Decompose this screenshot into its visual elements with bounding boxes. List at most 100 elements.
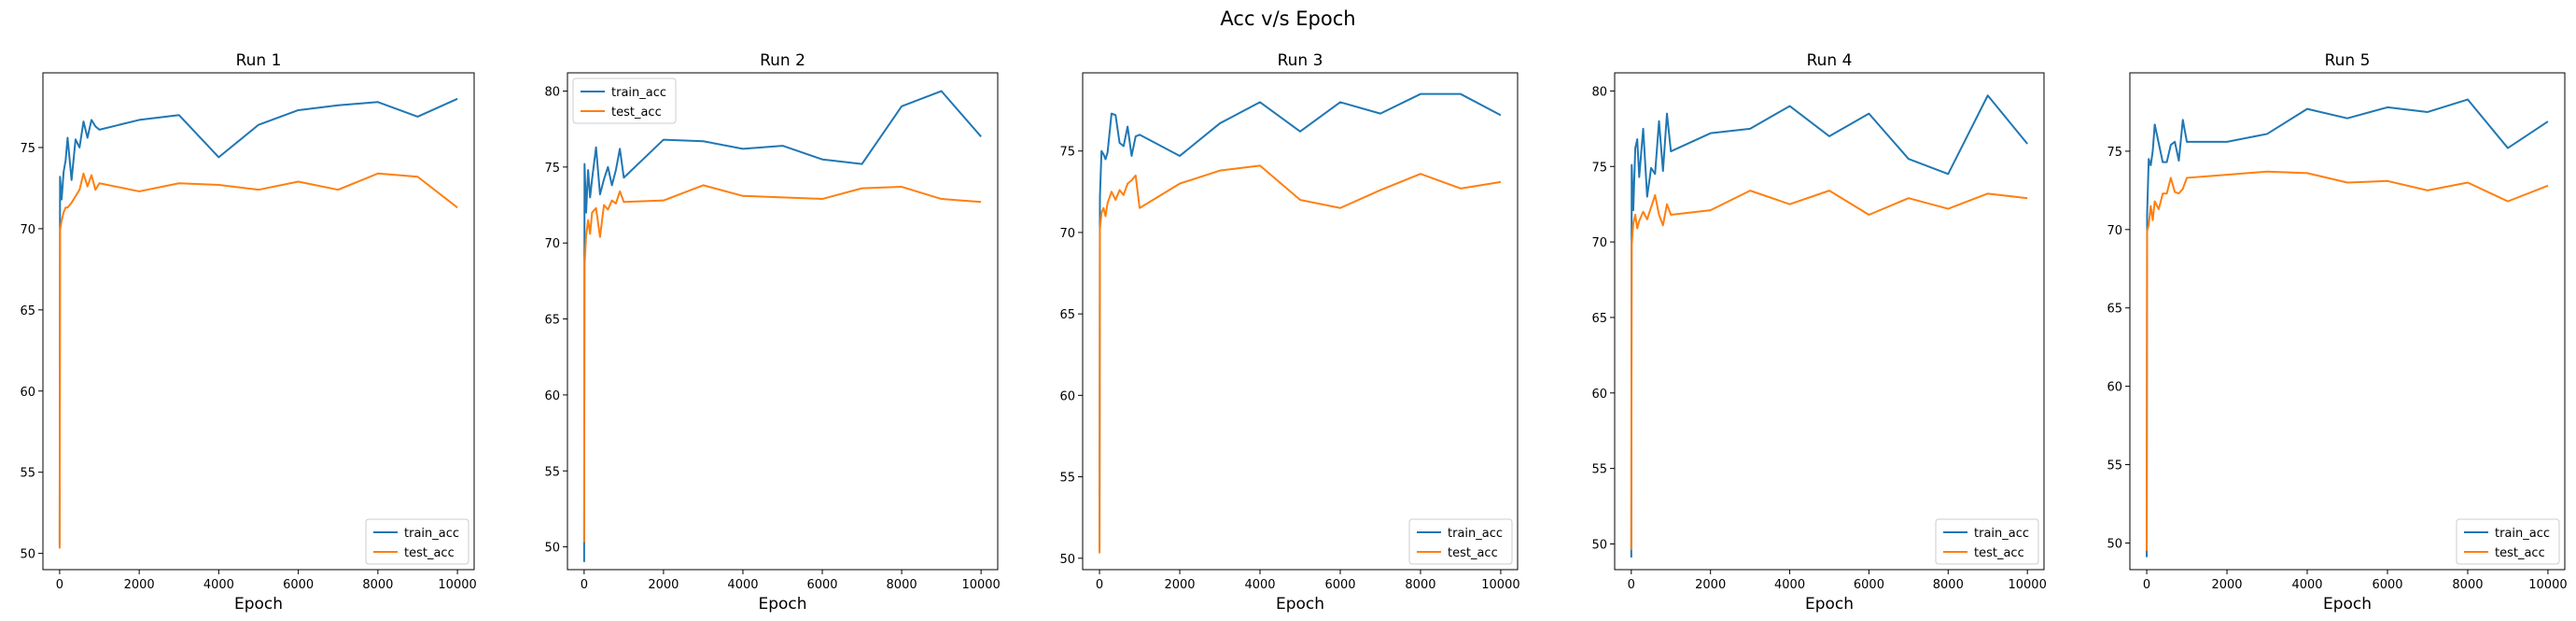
- legend-label-test-acc: test_acc: [1974, 546, 2024, 560]
- legend-label-train-acc: train_acc: [404, 527, 459, 541]
- x-tick-label: 2000: [648, 578, 679, 592]
- legend-label-test-acc: test_acc: [611, 106, 662, 120]
- x-tick-label: 8000: [1405, 578, 1435, 592]
- legend-label-test-acc: test_acc: [2495, 546, 2545, 560]
- y-tick-label: 75: [1591, 161, 1607, 175]
- y-tick-label: 75: [544, 162, 560, 176]
- subplots: Run 10 2000 4000 6000 8000 10000505560657075E…: [20, 51, 2567, 614]
- x-tick-label: 4000: [1244, 578, 1275, 592]
- series-line-train-acc: [582, 90, 982, 562]
- y-tick-label: 60: [1059, 389, 1075, 403]
- axes-frame: [1082, 72, 1519, 571]
- x-axis-label: Epoch: [1805, 595, 1854, 614]
- legend: train_acc test_acc: [365, 518, 469, 565]
- y-tick-label: 60: [20, 386, 35, 400]
- y-tick-label: 70: [20, 223, 35, 237]
- x-tick-label: 6000: [1854, 578, 1884, 592]
- x-tick-label: 2000: [2211, 578, 2242, 592]
- x-tick-label: 4000: [1774, 578, 1805, 592]
- y-tick-label: 60: [2107, 381, 2122, 395]
- series-line-test-acc: [58, 172, 458, 549]
- y-tick-label: 55: [544, 465, 560, 479]
- subplot-run-1: Run 1 0 2000 4000 6000 8000 10000 50 55 60 65 70 75 E…: [20, 51, 476, 614]
- y-tick-label: 70: [2107, 224, 2122, 238]
- subplot-title: Run 4: [1807, 51, 1853, 70]
- x-axis-label: Epoch: [2323, 595, 2372, 614]
- x-tick-label: 6000: [2372, 578, 2402, 592]
- y-tick-label: 55: [1591, 463, 1607, 477]
- y-tick-label: 65: [1591, 312, 1607, 326]
- legend-label-train-acc: train_acc: [1448, 527, 1503, 541]
- y-tick-label: 50: [1059, 553, 1075, 567]
- x-tick-label: 0: [1628, 578, 1635, 592]
- subplot-title: Run 3: [1278, 51, 1323, 70]
- series-line-test-acc: [1099, 164, 1502, 554]
- x-tick-label: 0: [1096, 578, 1103, 592]
- series-line-train-acc: [1630, 94, 2028, 558]
- x-axis-label: Epoch: [1276, 595, 1324, 614]
- figure-title: Acc v/s Epoch: [1220, 7, 1355, 30]
- x-tick-label: 8000: [887, 578, 917, 592]
- x-tick-label: 8000: [362, 578, 393, 592]
- x-tick-label: 0: [581, 578, 588, 592]
- y-tick-label: 55: [2107, 459, 2122, 473]
- legend: train_acc test_acc: [1935, 518, 2039, 565]
- subplot-run-3: Run 3 0 2000 4000 6000 8000 10000 50 55 60 65 70 75 E…: [1059, 51, 1519, 614]
- x-axis-label: Epoch: [234, 595, 283, 614]
- series-line-train-acc: [58, 97, 458, 545]
- x-tick-label: 6000: [283, 578, 314, 592]
- legend-label-train-acc: train_acc: [611, 86, 666, 100]
- x-tick-label: 6000: [1324, 578, 1355, 592]
- axes-frame: [567, 72, 999, 571]
- x-tick-label: 10000: [1481, 578, 1519, 592]
- x-tick-label: 4000: [2291, 578, 2322, 592]
- series-line-train-acc: [2146, 98, 2549, 557]
- y-tick-label: 50: [544, 542, 560, 556]
- y-tick-label: 50: [20, 548, 35, 562]
- x-tick-label: 2000: [124, 578, 155, 592]
- legend-label-train-acc: train_acc: [1974, 527, 2029, 541]
- y-tick-label: 50: [1591, 539, 1607, 553]
- x-tick-label: 0: [56, 578, 63, 592]
- legend: train_acc test_acc: [572, 78, 677, 124]
- y-tick-label: 70: [1059, 227, 1075, 241]
- legend-label-train-acc: train_acc: [2495, 527, 2550, 541]
- axes-frame: [1614, 72, 2045, 571]
- subplot-run-4: Run 4 0 2000 4000 6000 8000 10000 50 55 60 65 70 75 8…: [1591, 51, 2046, 614]
- subplot-run-2: Run 2 0 2000 4000 6000 8000 10000 50 55 60 65 70 75 8…: [544, 51, 1000, 614]
- y-tick-label: 55: [1059, 472, 1075, 486]
- x-tick-label: 10000: [438, 578, 476, 592]
- y-tick-label: 80: [1591, 85, 1607, 99]
- subplot-title: Run 2: [760, 51, 805, 70]
- x-tick-label: 4000: [727, 578, 758, 592]
- x-axis-label: Epoch: [758, 595, 806, 614]
- x-tick-label: 10000: [2008, 578, 2046, 592]
- x-tick-label: 2000: [1695, 578, 1726, 592]
- y-tick-label: 75: [20, 142, 35, 156]
- subplot-title: Run 5: [2325, 51, 2371, 70]
- y-tick-label: 60: [544, 389, 560, 403]
- legend-label-test-acc: test_acc: [1448, 546, 1498, 560]
- x-tick-label: 10000: [961, 578, 1000, 592]
- x-tick-label: 4000: [203, 578, 234, 592]
- legend: train_acc test_acc: [2456, 518, 2560, 565]
- subplot-run-5: Run 5 0 2000 4000 6000 8000 10000 50 55 60 65 70 75 E…: [2107, 51, 2567, 614]
- legend: train_acc test_acc: [1408, 518, 1513, 565]
- y-tick-label: 65: [1059, 308, 1075, 322]
- y-tick-label: 55: [20, 467, 35, 481]
- x-tick-label: 8000: [2452, 578, 2483, 592]
- series-line-test-acc: [2146, 170, 2549, 551]
- y-tick-label: 65: [2107, 303, 2122, 317]
- x-tick-label: 6000: [806, 578, 837, 592]
- y-tick-label: 80: [544, 86, 560, 100]
- y-tick-label: 50: [2107, 537, 2122, 551]
- y-tick-label: 60: [1591, 388, 1607, 402]
- subplot-title: Run 1: [236, 51, 282, 70]
- series-line-test-acc: [582, 184, 982, 543]
- y-tick-label: 70: [544, 237, 560, 251]
- x-tick-label: 0: [2143, 578, 2150, 592]
- axes-frame: [42, 72, 475, 571]
- y-tick-label: 75: [1059, 146, 1075, 160]
- x-tick-label: 8000: [1933, 578, 1964, 592]
